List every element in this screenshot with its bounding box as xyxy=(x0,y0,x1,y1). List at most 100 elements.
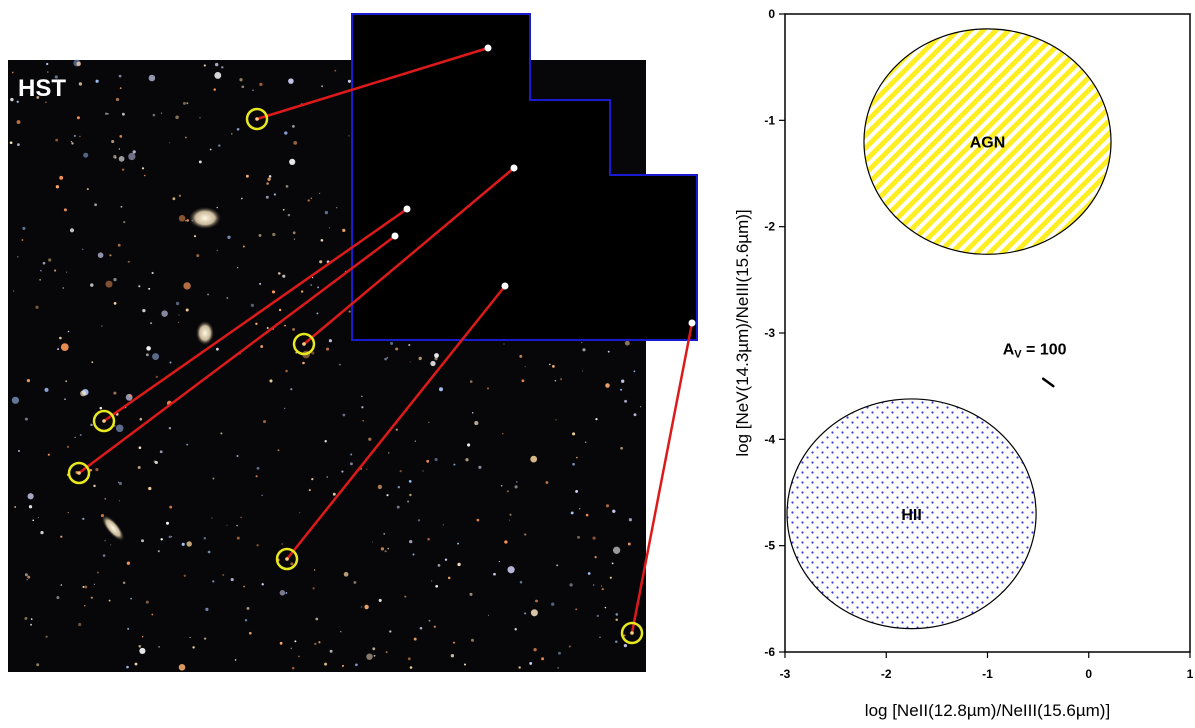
galaxy-dot xyxy=(620,388,623,391)
galaxy-dot xyxy=(291,666,295,670)
galaxy-dot xyxy=(117,243,121,247)
galaxy-dot xyxy=(595,417,598,421)
xray-source xyxy=(688,319,696,327)
galaxy-dot xyxy=(433,625,436,628)
x-tick-label: -3 xyxy=(780,667,791,681)
galaxy-dot xyxy=(283,407,286,410)
galaxy-dot xyxy=(430,360,436,367)
galaxy-dot xyxy=(321,85,323,87)
xray-source xyxy=(484,44,492,52)
galaxy-dot xyxy=(431,580,433,582)
galaxy-dot xyxy=(117,481,120,483)
galaxy-dot xyxy=(413,637,417,641)
galaxy-dot xyxy=(316,312,319,315)
optical-counterpart xyxy=(302,342,306,346)
x-axis-ticks: -3 -2 -1 0 1 xyxy=(780,652,1194,681)
galaxy-dot xyxy=(419,626,423,630)
galaxy-dot xyxy=(467,443,471,447)
galaxy-dot xyxy=(93,484,96,488)
connector-line xyxy=(286,285,506,560)
galaxy-dot xyxy=(104,540,106,542)
y-tick-label: -1 xyxy=(764,113,775,127)
galaxy-dot xyxy=(612,509,616,513)
galaxy-dot xyxy=(628,518,632,522)
galaxy-dot xyxy=(78,82,83,86)
x-tick-label: 1 xyxy=(1187,667,1194,681)
galaxy-dot xyxy=(35,305,39,309)
extinction-label: AV = 100 xyxy=(1003,341,1067,360)
galaxy-dot xyxy=(60,584,63,586)
galaxy-dot xyxy=(236,267,239,269)
galaxy-dot xyxy=(409,666,413,669)
galaxy-dot xyxy=(470,638,475,642)
galaxy-dot xyxy=(439,387,443,392)
galaxy-dot xyxy=(115,97,120,102)
y-tick-label: -4 xyxy=(764,432,775,446)
galaxy-dot xyxy=(127,627,130,630)
galaxy-dot xyxy=(315,617,319,621)
galaxy-dot xyxy=(279,641,283,645)
galaxy-dot xyxy=(94,203,97,207)
galaxy-dot xyxy=(442,524,444,526)
x-tick-label: -1 xyxy=(982,667,993,681)
chart-regions: AGN HII xyxy=(786,28,1112,630)
galaxy-dot xyxy=(426,459,430,463)
galaxy-dot xyxy=(457,542,460,545)
galaxy-dot xyxy=(90,283,94,287)
galaxy-dot xyxy=(289,158,296,166)
galaxy-dot xyxy=(569,583,573,587)
galaxy-dot xyxy=(594,556,597,559)
galaxy-dot xyxy=(308,489,311,492)
galaxy-dot xyxy=(386,356,389,359)
galaxy-dot xyxy=(575,608,578,611)
galaxy-dot xyxy=(621,379,625,383)
connector-line xyxy=(78,235,396,474)
galaxy-dot xyxy=(119,135,123,138)
galaxy-dot xyxy=(82,517,85,521)
galaxy-dot xyxy=(486,387,490,390)
galaxy-dot xyxy=(57,348,60,351)
connector-line xyxy=(303,167,515,345)
galaxy-dot xyxy=(178,214,186,222)
galaxy-dot xyxy=(17,256,19,258)
galaxy-dot xyxy=(509,513,512,516)
galaxy-dot xyxy=(560,378,563,381)
agn-region xyxy=(863,28,1112,255)
galaxy-dot xyxy=(587,572,591,575)
galaxy-dot xyxy=(119,87,122,89)
galaxy-dot xyxy=(99,406,103,410)
galaxy-dot xyxy=(155,375,158,379)
galaxy-dot xyxy=(121,168,125,171)
galaxy-dot xyxy=(45,101,47,103)
galaxy-dot xyxy=(258,233,262,237)
galaxy-dot xyxy=(60,535,63,538)
galaxy-dot xyxy=(137,465,141,470)
galaxy-dot xyxy=(138,285,141,288)
galaxy-dot xyxy=(10,97,14,102)
galaxy-dot xyxy=(311,478,314,481)
galaxy-dot xyxy=(183,282,191,290)
galaxy-dot xyxy=(169,505,173,509)
galaxy-dot xyxy=(255,475,258,478)
galaxy-dot xyxy=(314,642,317,646)
connector-line xyxy=(256,46,489,121)
galaxy-dot xyxy=(450,654,455,658)
galaxy-dot xyxy=(577,535,580,539)
galaxy-dot xyxy=(319,192,321,194)
galaxy-dot xyxy=(141,167,145,170)
galaxy-dot xyxy=(216,206,218,209)
galaxy-dot xyxy=(157,550,160,553)
galaxy-dot xyxy=(348,135,350,137)
galaxy-dot xyxy=(95,468,99,472)
galaxy-dot xyxy=(16,100,19,103)
galaxy-dot xyxy=(372,541,374,543)
y-tick-label: 0 xyxy=(768,7,775,21)
galaxy-dot xyxy=(509,519,511,521)
galaxy-dot xyxy=(259,282,262,285)
galaxy-dot xyxy=(593,584,595,586)
galaxy-dot xyxy=(189,637,191,639)
galaxy-dot xyxy=(437,564,441,567)
galaxy-dot xyxy=(211,517,213,519)
galaxy-dot xyxy=(142,308,146,313)
galaxy-dot xyxy=(277,272,281,275)
